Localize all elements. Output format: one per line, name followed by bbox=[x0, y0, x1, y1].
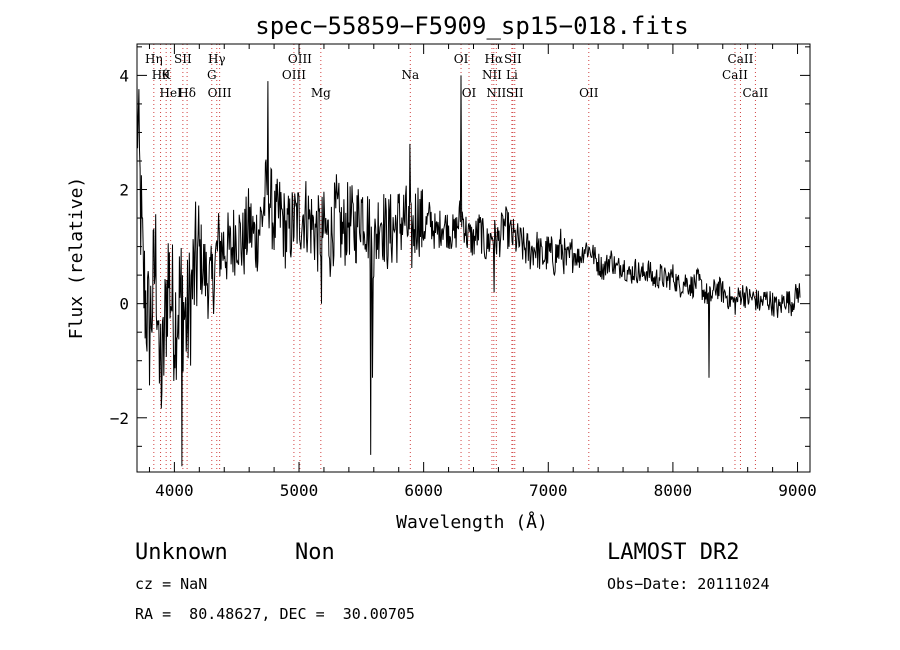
line-label: CaII bbox=[742, 86, 768, 100]
line-label: HeI bbox=[159, 86, 182, 100]
y-tick-label: −2 bbox=[110, 409, 129, 428]
line-label: NII bbox=[486, 86, 506, 100]
observation-date: Obs−Date: 20111024 bbox=[607, 575, 770, 593]
x-tick-label: 8000 bbox=[654, 481, 693, 500]
line-label: Hγ bbox=[208, 52, 226, 66]
line-label: OII bbox=[579, 86, 599, 100]
x-tick-label: 4000 bbox=[155, 481, 194, 500]
line-label: Mg bbox=[311, 86, 331, 100]
survey-name: LAMOST DR2 bbox=[607, 540, 740, 565]
line-label: OIII bbox=[288, 52, 312, 66]
line-label: Hδ bbox=[178, 86, 196, 100]
plot-axes bbox=[136, 43, 811, 473]
y-tick-label: 2 bbox=[119, 181, 129, 200]
spectrum-line bbox=[136, 75, 801, 467]
object-class: Unknown bbox=[135, 540, 228, 565]
line-label: CaII bbox=[728, 52, 754, 66]
line-label: SII bbox=[506, 86, 524, 100]
line-label: NII bbox=[482, 68, 502, 82]
line-label: Hθ bbox=[152, 68, 170, 82]
plot-frame bbox=[136, 43, 811, 473]
emission-line-markers bbox=[153, 44, 756, 472]
x-axis-label: Wavelength (Å) bbox=[396, 511, 548, 533]
line-label: Li bbox=[506, 68, 518, 82]
line-label: G bbox=[207, 68, 217, 82]
axis-ticks: 4000 5000 6000 7000 8000 9000 −2 0 2 4 bbox=[110, 44, 817, 500]
y-axis-label: Flux (relative) bbox=[66, 177, 87, 340]
sky-coordinates: RA = 80.48627, DEC = 30.00705 bbox=[135, 605, 415, 623]
line-label: SII bbox=[174, 52, 192, 66]
line-label: Na bbox=[401, 68, 419, 82]
line-label: Hα bbox=[485, 52, 504, 66]
line-label: CaII bbox=[722, 68, 748, 82]
line-label: SII bbox=[504, 52, 522, 66]
x-tick-label: 6000 bbox=[404, 481, 443, 500]
line-label: OI bbox=[454, 52, 469, 66]
emission-line-labels: Hη HθK HeI SII Hδ G Hγ OIII OIII OIII Mg Na OI OI NII H… bbox=[145, 52, 769, 100]
x-tick-label: 5000 bbox=[280, 481, 319, 500]
y-tick-label: 0 bbox=[119, 295, 129, 314]
line-label: K bbox=[162, 68, 172, 82]
line-label: OI bbox=[462, 86, 477, 100]
object-subclass: Non bbox=[295, 540, 335, 565]
redshift-cz: cz = NaN bbox=[135, 575, 208, 593]
chart-title: spec−55859−F5909_sp15−018.fits bbox=[255, 12, 688, 40]
x-tick-label: 9000 bbox=[778, 481, 817, 500]
line-label: OIII bbox=[282, 68, 306, 82]
line-label: Hη bbox=[145, 52, 163, 66]
line-label: OIII bbox=[208, 86, 232, 100]
x-tick-label: 7000 bbox=[529, 481, 568, 500]
y-tick-label: 4 bbox=[119, 66, 129, 85]
